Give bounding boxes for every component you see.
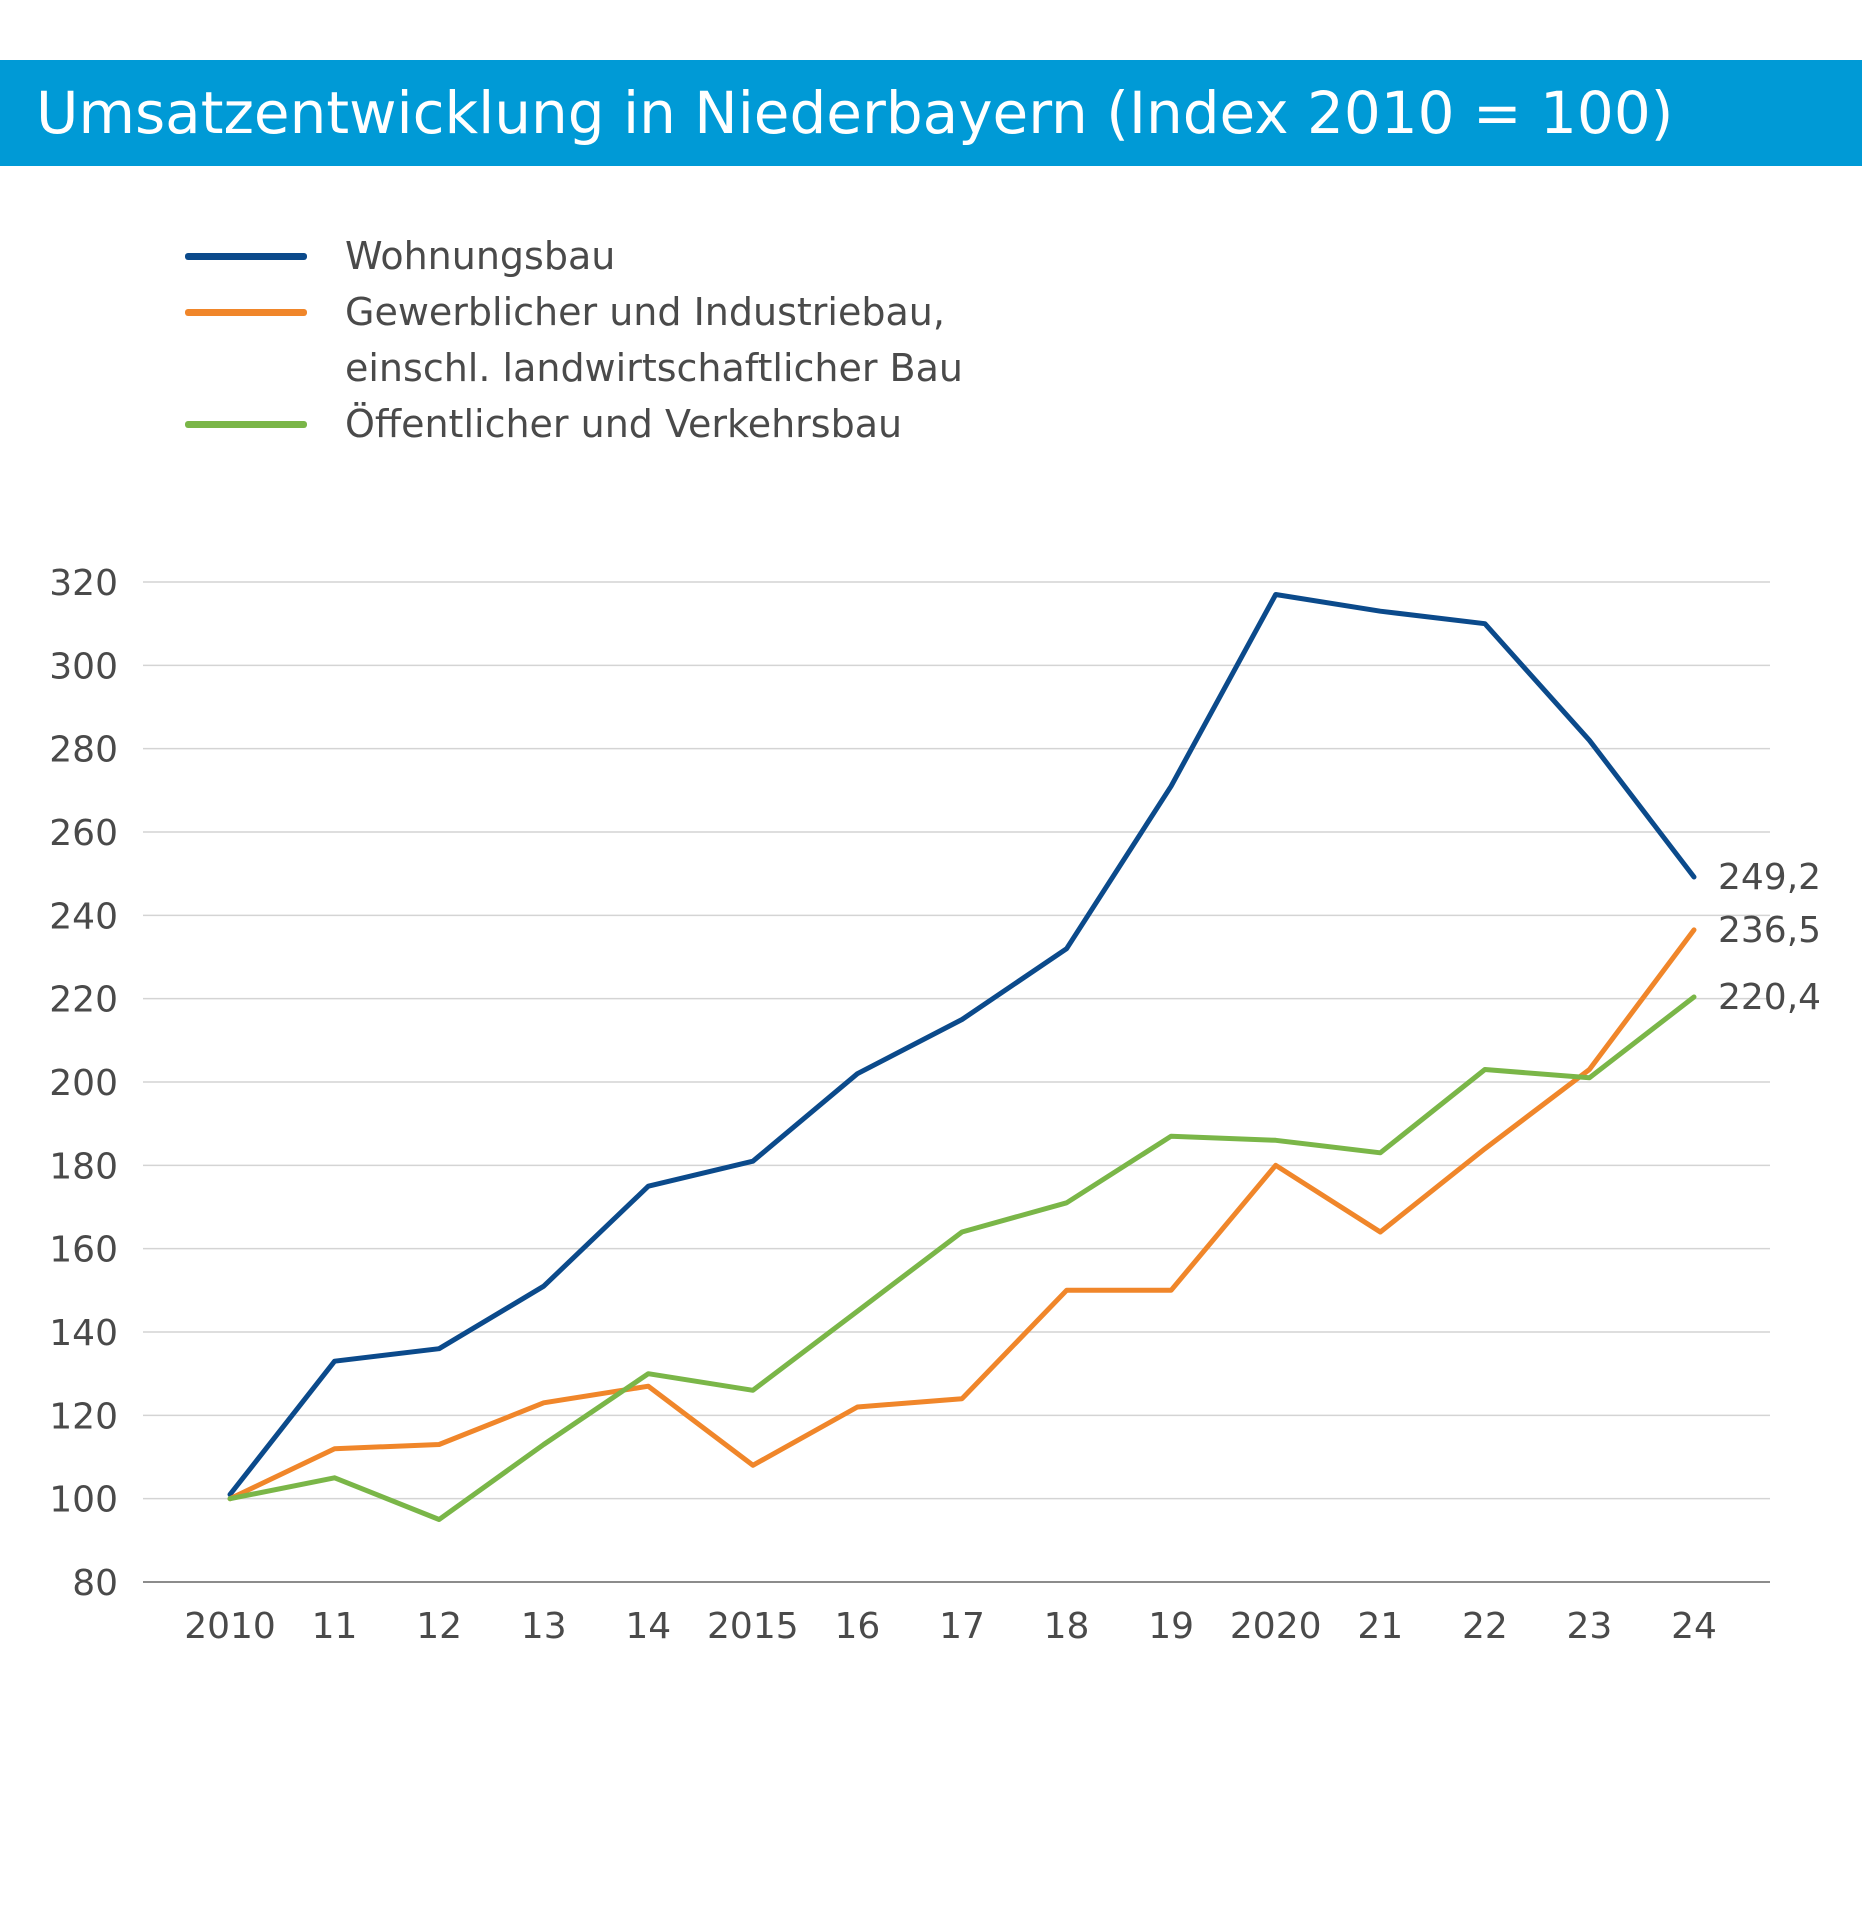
x-tick-label-16: 16 — [835, 1606, 881, 1647]
y-tick-label-160: 160 — [49, 1230, 118, 1271]
x-tick-label-22: 22 — [1462, 1606, 1508, 1647]
end-label-series-2: 220,4 — [1718, 977, 1821, 1018]
series-line-1 — [227, 927, 1697, 1502]
legend-label-gewerblicher-line2: einschl. landwirtschaftlicher Bau — [345, 346, 964, 390]
x-tick-label-11: 11 — [312, 1606, 358, 1647]
y-tick-label-240: 240 — [49, 896, 118, 937]
y-tick-label-180: 180 — [49, 1146, 118, 1187]
y-tick-label-320: 320 — [49, 563, 118, 604]
y-tick-label-100: 100 — [49, 1480, 118, 1521]
x-tick-label-21: 21 — [1357, 1606, 1403, 1647]
x-tick-label-18: 18 — [1044, 1606, 1090, 1647]
legend-swatch-oeffentlicher — [185, 421, 307, 428]
end-label-series-1: 236,5 — [1718, 910, 1821, 951]
x-tick-label-2015: 2015 — [707, 1606, 799, 1647]
chart-title: Umsatzentwicklung in Niederbayern (Index… — [36, 79, 1674, 147]
legend-swatch-wohnungsbau — [185, 253, 307, 260]
y-tick-label-200: 200 — [49, 1063, 118, 1104]
series-line-0 — [227, 592, 1697, 1497]
x-tick-label-17: 17 — [939, 1606, 985, 1647]
x-tick-label-13: 13 — [521, 1606, 567, 1647]
y-tick-label-120: 120 — [49, 1396, 118, 1437]
x-tick-label-23: 23 — [1567, 1606, 1613, 1647]
x-tick-label-12: 12 — [416, 1606, 462, 1647]
x-tick-label-2010: 2010 — [184, 1606, 276, 1647]
end-label-series-0: 249,2 — [1718, 857, 1821, 898]
x-tick-label-24: 24 — [1671, 1606, 1717, 1647]
y-tick-label-80: 80 — [72, 1563, 118, 1604]
y-tick-label-300: 300 — [49, 646, 118, 687]
y-tick-label-220: 220 — [49, 980, 118, 1021]
y-tick-label-260: 260 — [49, 813, 118, 854]
title-bar: Umsatzentwicklung in Niederbayern (Index… — [0, 60, 1862, 166]
legend-label-oeffentlicher: Öffentlicher und Verkehrsbau — [345, 402, 903, 446]
y-tick-label-280: 280 — [49, 730, 118, 771]
legend-label-wohnungsbau: Wohnungsbau — [345, 234, 616, 278]
x-tick-label-14: 14 — [625, 1606, 671, 1647]
series-line-2 — [227, 994, 1697, 1522]
legend-swatch-gewerblicher — [185, 309, 307, 316]
x-tick-label-2020: 2020 — [1230, 1606, 1322, 1647]
legend-label-gewerblicher-line1: Gewerblicher und Industriebau, — [345, 290, 945, 334]
x-tick-label-19: 19 — [1148, 1606, 1194, 1647]
y-tick-label-140: 140 — [49, 1313, 118, 1354]
